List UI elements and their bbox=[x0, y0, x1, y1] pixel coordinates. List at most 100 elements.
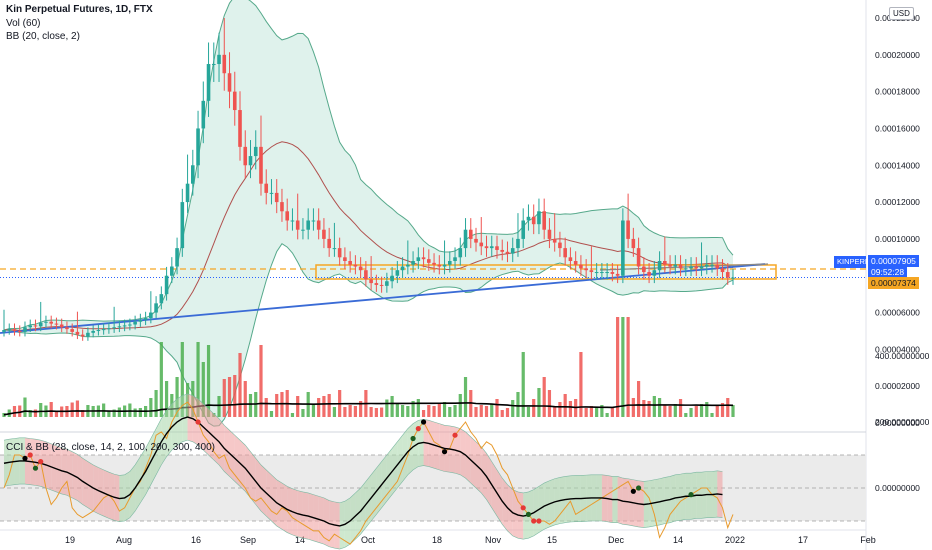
currency-badge[interactable]: USD bbox=[889, 7, 914, 20]
candle-body bbox=[2, 330, 6, 332]
chart-title[interactable]: Kin Perpetual Futures, 1D, FTX bbox=[6, 4, 153, 15]
volume-bar bbox=[133, 408, 137, 417]
volume-bar bbox=[631, 398, 635, 417]
volume-bar bbox=[374, 408, 378, 417]
cci-signal-dot bbox=[415, 426, 421, 432]
candle-body bbox=[133, 321, 137, 325]
candle-body bbox=[416, 257, 421, 261]
cci-legend[interactable]: CCI & BB (28, close, 14, 2, 100, 200, 30… bbox=[6, 442, 216, 453]
time-axis-tick: 2022 bbox=[725, 535, 745, 545]
candle-body bbox=[610, 272, 615, 274]
cci-signal-dot bbox=[536, 518, 542, 524]
candle-body bbox=[311, 220, 316, 222]
candle-body bbox=[521, 220, 526, 239]
volume-bar bbox=[81, 410, 85, 417]
countdown-tag: 09:52:28 bbox=[868, 266, 908, 278]
candle-body bbox=[54, 323, 59, 325]
candle-body bbox=[621, 220, 625, 276]
price-axis-tick: 0.00018000 bbox=[875, 87, 920, 97]
volume-bar bbox=[164, 381, 169, 417]
volume-bar bbox=[484, 406, 489, 417]
candle-body bbox=[552, 238, 557, 243]
price-axis-tick: 0.00006000 bbox=[875, 308, 920, 318]
volume-bar bbox=[626, 317, 630, 417]
candle-body bbox=[185, 183, 190, 203]
candle-body bbox=[704, 264, 709, 267]
candle-body bbox=[7, 329, 12, 331]
time-axis-tick: Aug bbox=[116, 535, 132, 545]
volume-legend[interactable]: Vol (60) bbox=[6, 18, 41, 29]
volume-bar bbox=[201, 362, 205, 417]
candle-body bbox=[149, 312, 153, 319]
candle-body bbox=[605, 272, 609, 274]
candle-body bbox=[80, 334, 85, 337]
candle-body bbox=[694, 266, 699, 269]
candle-body bbox=[86, 332, 90, 337]
bollinger-lower bbox=[3, 243, 734, 427]
candle-body bbox=[374, 283, 379, 285]
candle-body bbox=[159, 294, 164, 304]
volume-bar bbox=[290, 413, 295, 417]
volume-bar bbox=[495, 399, 499, 417]
volume-bar bbox=[311, 405, 316, 417]
candle-body bbox=[505, 251, 510, 254]
volume-bar bbox=[563, 394, 567, 417]
time-axis-tick: 14 bbox=[295, 535, 305, 545]
candle-body bbox=[453, 257, 457, 261]
cci-signal-dot bbox=[525, 511, 532, 517]
volume-bar bbox=[537, 388, 541, 417]
volume-bar bbox=[369, 407, 373, 417]
candle-body bbox=[316, 220, 321, 230]
candle-body bbox=[678, 264, 683, 269]
volume-bar bbox=[542, 377, 546, 417]
trendline-secondary bbox=[599, 263, 769, 271]
candle-body bbox=[91, 330, 95, 333]
candle-body bbox=[274, 192, 279, 203]
candle-body bbox=[243, 146, 248, 166]
volume-bar bbox=[668, 406, 672, 417]
price-axis-tick: 0.00004000 bbox=[875, 344, 920, 354]
time-axis-tick: 19 bbox=[65, 535, 75, 545]
volume-bar bbox=[217, 396, 221, 417]
candle-body bbox=[112, 327, 116, 329]
candle-body bbox=[70, 329, 74, 332]
volume-bar bbox=[442, 402, 447, 417]
cci-signal-dot bbox=[520, 505, 526, 511]
price-axis-tick: 0.00014000 bbox=[875, 160, 920, 170]
cci-signal-dot bbox=[452, 432, 458, 438]
bollinger-upper bbox=[3, 0, 734, 331]
support-zone-box bbox=[315, 264, 777, 280]
volume-bar bbox=[699, 404, 704, 417]
cci-signal-dot bbox=[195, 419, 201, 425]
volume-bar bbox=[589, 406, 593, 417]
candle-body bbox=[537, 211, 541, 225]
volume-bar bbox=[616, 317, 620, 417]
time-axis-tick: 17 bbox=[798, 535, 808, 545]
volume-bar bbox=[353, 406, 357, 417]
bollinger-fill bbox=[4, 0, 733, 427]
candle-body bbox=[542, 211, 546, 230]
candle-body bbox=[107, 328, 111, 330]
bollinger-legend[interactable]: BB (20, close, 2) bbox=[6, 31, 80, 42]
candle-body bbox=[175, 248, 179, 267]
volume-bar bbox=[432, 406, 436, 417]
volume-bar bbox=[233, 375, 237, 417]
candle-body bbox=[657, 261, 662, 271]
candle-body bbox=[479, 242, 484, 247]
volume-bar bbox=[317, 398, 321, 417]
cci-line bbox=[3, 401, 734, 545]
volume-bar bbox=[138, 408, 142, 417]
volume-bar bbox=[301, 409, 305, 417]
cci-axis-tick: 200.00000000 bbox=[875, 417, 930, 427]
candle-body bbox=[573, 261, 578, 265]
volume-bar bbox=[600, 405, 604, 417]
candle-body bbox=[531, 216, 536, 225]
volume-bar bbox=[642, 400, 646, 417]
volume-bar bbox=[23, 397, 27, 417]
candle-body bbox=[238, 110, 242, 147]
volume-bar bbox=[731, 405, 735, 417]
candle-body bbox=[306, 220, 310, 230]
candle-body bbox=[164, 275, 169, 295]
volume-bar bbox=[154, 390, 158, 417]
